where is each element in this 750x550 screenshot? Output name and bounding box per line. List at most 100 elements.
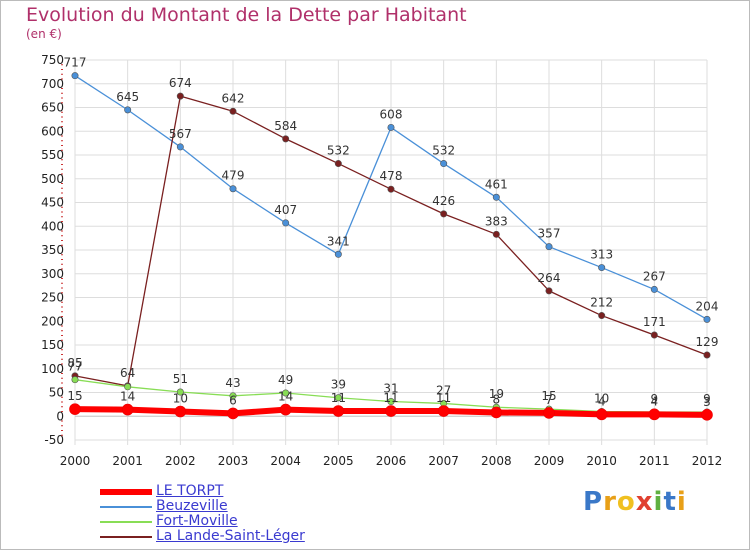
data-point-la-lande-saint-leger[interactable] [387,185,395,193]
data-point-la-lande-saint-leger[interactable] [598,312,606,320]
data-point-la-lande-saint-leger[interactable] [703,351,711,359]
data-point-beuzeville[interactable] [440,160,448,168]
y-minor-tick [61,335,63,336]
y-minor-tick [61,206,63,208]
y-minor-tick [61,377,63,379]
data-label-la-lande-saint-leger: 129 [696,335,719,349]
x-tick-label: 2008 [481,454,512,468]
data-point-fort-moville[interactable] [71,376,79,384]
data-point-la-lande-saint-leger[interactable] [492,230,500,238]
y-minor-tick [61,88,63,89]
logo-letter: P [583,487,604,517]
legend-label: Beuzeville [156,498,228,514]
data-point-beuzeville[interactable] [282,219,290,227]
y-minor-tick [61,235,63,237]
data-point-beuzeville[interactable] [124,106,132,114]
data-point-la-lande-saint-leger[interactable] [334,160,342,168]
y-tick-label: 450 [41,196,64,210]
x-tick-label: 2004 [270,454,301,468]
data-point-le-torpt[interactable] [121,403,134,416]
data-point-le-torpt[interactable] [174,405,187,418]
y-minor-tick [61,221,63,222]
data-point-le-torpt[interactable] [437,405,450,417]
data-point-beuzeville[interactable] [71,72,79,80]
legend-item-le-torpt[interactable]: LE TORPT [100,484,305,499]
y-minor-tick [61,116,63,118]
legend-swatch-fort-moville [100,520,152,523]
data-point-fort-moville[interactable] [229,392,237,400]
y-minor-tick [61,211,63,213]
data-point-beuzeville[interactable] [229,185,237,193]
data-label-la-lande-saint-leger: 532 [327,144,350,158]
data-label-la-lande-saint-leger: 64 [120,366,135,380]
legend-item-beuzeville[interactable]: Beuzeville [100,499,305,514]
data-point-fort-moville[interactable] [176,388,184,396]
data-label-beuzeville: 479 [222,169,245,183]
data-point-beuzeville[interactable] [334,250,342,258]
data-point-beuzeville[interactable] [650,285,658,293]
data-point-fort-moville[interactable] [282,389,290,397]
data-point-le-torpt[interactable] [69,403,81,415]
x-tick-label: 2001 [112,454,143,468]
data-label-fort-moville: 49 [278,373,293,387]
y-minor-tick [61,192,63,194]
y-minor-tick [61,363,63,365]
y-minor-tick [61,396,63,398]
data-point-la-lande-saint-leger[interactable] [545,287,553,295]
y-minor-tick [61,425,63,427]
data-label-le-torpt: 14 [278,390,293,404]
y-minor-tick [61,373,63,374]
data-point-le-torpt[interactable] [490,406,503,419]
data-point-beuzeville[interactable] [703,315,711,323]
data-point-le-torpt[interactable] [543,407,555,419]
data-point-la-lande-saint-leger[interactable] [229,107,237,115]
data-point-le-torpt[interactable] [701,409,713,421]
data-point-fort-moville[interactable] [387,398,395,406]
data-label-la-lande-saint-leger: 212 [590,296,613,310]
x-tick-label: 2009 [534,454,565,468]
data-point-le-torpt[interactable] [385,405,397,417]
data-point-la-lande-saint-leger[interactable] [176,92,184,100]
data-label-la-lande-saint-leger: 674 [169,76,192,90]
data-point-le-torpt[interactable] [332,405,345,417]
data-point-le-torpt[interactable] [648,408,661,421]
y-minor-tick [61,69,63,70]
legend-item-fort-moville[interactable]: Fort-Moville [100,514,305,529]
y-minor-tick [61,278,63,279]
y-minor-tick [61,411,63,412]
data-point-le-torpt[interactable] [595,408,608,421]
data-point-la-lande-saint-leger[interactable] [282,135,290,143]
chart-legend: LE TORPT Beuzeville Fort-Moville La Land… [100,484,305,544]
y-tick-label: 650 [41,101,64,115]
x-tick-label: 2002 [165,454,196,468]
data-point-le-torpt[interactable] [279,403,292,416]
y-tick-label: 350 [41,243,64,257]
data-point-beuzeville[interactable] [492,193,500,201]
legend-item-la-lande-saint-leger[interactable]: La Lande-Saint-Léger [100,529,305,544]
x-tick-label: 2005 [323,454,354,468]
y-minor-tick [61,292,63,294]
data-point-beuzeville[interactable] [387,123,395,131]
data-label-fort-moville: 27 [436,383,451,397]
y-minor-tick [61,325,63,327]
data-point-beuzeville[interactable] [545,243,553,251]
y-tick-label: 600 [41,124,64,138]
x-tick-label: 2007 [428,454,459,468]
y-minor-tick [61,430,63,431]
y-minor-tick [61,311,63,313]
data-label-la-lande-saint-leger: 478 [380,169,403,183]
data-point-beuzeville[interactable] [598,264,606,272]
data-point-beuzeville[interactable] [176,143,184,151]
data-point-fort-moville[interactable] [124,383,132,391]
data-label-le-torpt: 4 [651,394,659,408]
y-minor-tick [61,197,63,199]
data-point-la-lande-saint-leger[interactable] [650,331,658,339]
y-minor-tick [61,145,63,146]
data-point-fort-moville[interactable] [334,394,342,402]
data-point-le-torpt[interactable] [227,407,239,420]
data-point-la-lande-saint-leger[interactable] [440,210,448,218]
data-label-beuzeville: 341 [327,234,350,248]
y-tick-label: 700 [41,77,64,91]
